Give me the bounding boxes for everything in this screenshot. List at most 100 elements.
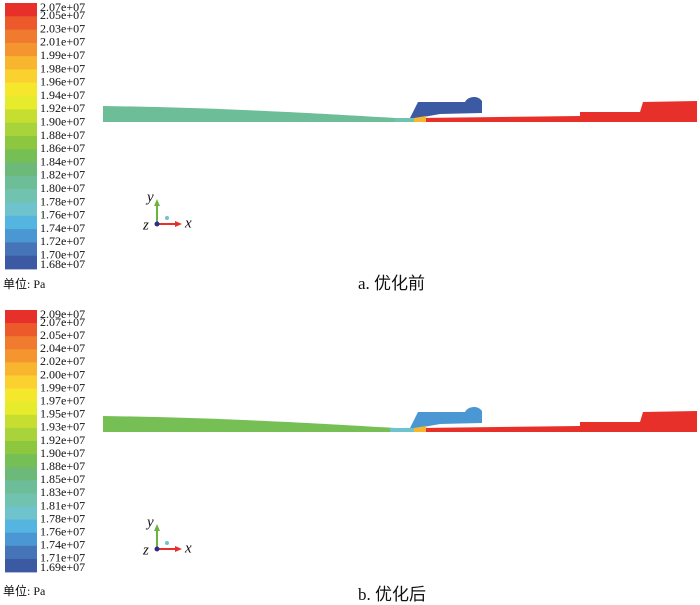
legend-label: 1.93e+07 [40,420,85,434]
contour-b [103,406,697,432]
legend-label: 1.76e+07 [40,524,85,538]
contour-a [103,96,697,122]
legend-swatch [5,242,37,257]
legend-label: 1.86e+07 [40,141,85,155]
legend-swatch [5,558,37,573]
legend-swatch [5,229,37,243]
legend-swatch [5,82,37,97]
axis-label: y [145,189,154,205]
legend-swatch [5,401,37,416]
legend-label: 1.78e+07 [40,511,85,525]
legend-label: 2.07e+07 [40,315,85,329]
legend-swatch [5,454,37,468]
legend-label: 1.82e+07 [40,168,85,182]
legend-swatch [5,467,37,481]
legend-label: 1.98e+07 [40,61,85,75]
legend-swatch [5,69,37,84]
legend-label: 1.96e+07 [40,75,85,89]
legend-label: 1.92e+07 [40,433,85,447]
legend-label: 1.99e+07 [40,48,85,62]
axis-label: z [142,542,149,558]
legend-label: 2.01e+07 [40,35,85,49]
legend-swatch [5,506,37,520]
axis-dot [165,541,169,545]
legend-swatch [5,493,37,507]
caption: b. 优化后 [358,585,426,604]
legend-swatch [5,441,37,455]
legend-swatch [5,255,37,270]
legend-swatch [5,375,37,389]
legend-label: 2.03e+07 [40,21,85,35]
legend: 2.07e+072.05e+072.03e+072.01e+071.99e+07… [5,0,85,271]
legend-label: 1.74e+07 [40,221,85,235]
legend-swatch [5,136,37,150]
legend-swatch [5,202,37,217]
legend-swatch [5,122,37,137]
legend-label: 1.72e+07 [40,234,85,248]
legend-swatch [5,42,37,57]
legend-label: 1.97e+07 [40,393,85,407]
legend-swatch [5,16,37,30]
legend-label: 1.94e+07 [40,88,85,102]
legend-label: 1.85e+07 [40,472,85,486]
axis-label: x [184,215,192,231]
legend-swatch [5,149,37,163]
legend-swatch [5,215,37,230]
legend-swatch [5,109,37,124]
legend-swatch [5,362,37,376]
legend-swatch [5,519,37,534]
axis-triad: yz x [142,514,192,558]
legend-swatch [5,310,37,324]
legend-label: 1.88e+07 [40,459,85,473]
axis-origin [154,221,160,227]
axis-label: z [142,217,149,233]
legend-label: 1.69e+07 [40,560,85,574]
axis-label: y [145,514,154,530]
legend-swatch [5,427,37,442]
legend-swatch [5,162,37,177]
legend-label: 1.68e+07 [40,257,85,271]
legend-label: 1.90e+07 [40,114,85,128]
legend-label: 2.05e+07 [40,328,85,342]
legend-label: 1.99e+07 [40,380,85,394]
axis-origin [154,546,160,552]
legend-swatch [5,56,37,70]
legend-label: 1.95e+07 [40,407,85,421]
caption: a. 优化前 [358,274,425,293]
legend-label: 1.71e+07 [40,551,85,565]
legend-label: 2.00e+07 [40,367,85,381]
axis-arrowhead [175,546,182,552]
legend-swatch [5,3,37,17]
legend-label: 1.74e+07 [40,538,85,552]
legend-label: 1.70e+07 [40,247,85,261]
axis-label: x [184,540,192,556]
legend-swatch [5,480,37,494]
legend-swatch [5,336,37,350]
unit-label: 单位: Pa [3,583,46,598]
legend-swatch [5,388,37,403]
legend-label: 1.81e+07 [40,498,85,512]
legend-label: 1.84e+07 [40,154,85,168]
unit-label: 单位: Pa [3,276,46,291]
legend-label: 2.05e+07 [40,8,85,22]
legend-label: 2.07e+07 [40,0,85,14]
axis-dot [165,216,169,220]
legend-swatch [5,414,37,429]
legend-swatch [5,96,37,110]
legend-label: 1.90e+07 [40,446,85,460]
legend-label: 2.09e+07 [40,307,85,321]
legend: 2.09e+072.07e+072.05e+072.04e+072.02e+07… [5,307,85,574]
legend-swatch [5,189,37,203]
legend-swatch [5,349,37,363]
legend-label: 1.80e+07 [40,181,85,195]
axis-arrowhead [154,524,160,531]
legend-label: 1.92e+07 [40,101,85,115]
legend-swatch [5,175,37,190]
legend-label: 1.76e+07 [40,208,85,222]
legend-label: 1.78e+07 [40,194,85,208]
legend-label: 2.04e+07 [40,341,85,355]
legend-swatch [5,545,37,560]
legend-label: 2.02e+07 [40,354,85,368]
axis-arrowhead [154,199,160,206]
